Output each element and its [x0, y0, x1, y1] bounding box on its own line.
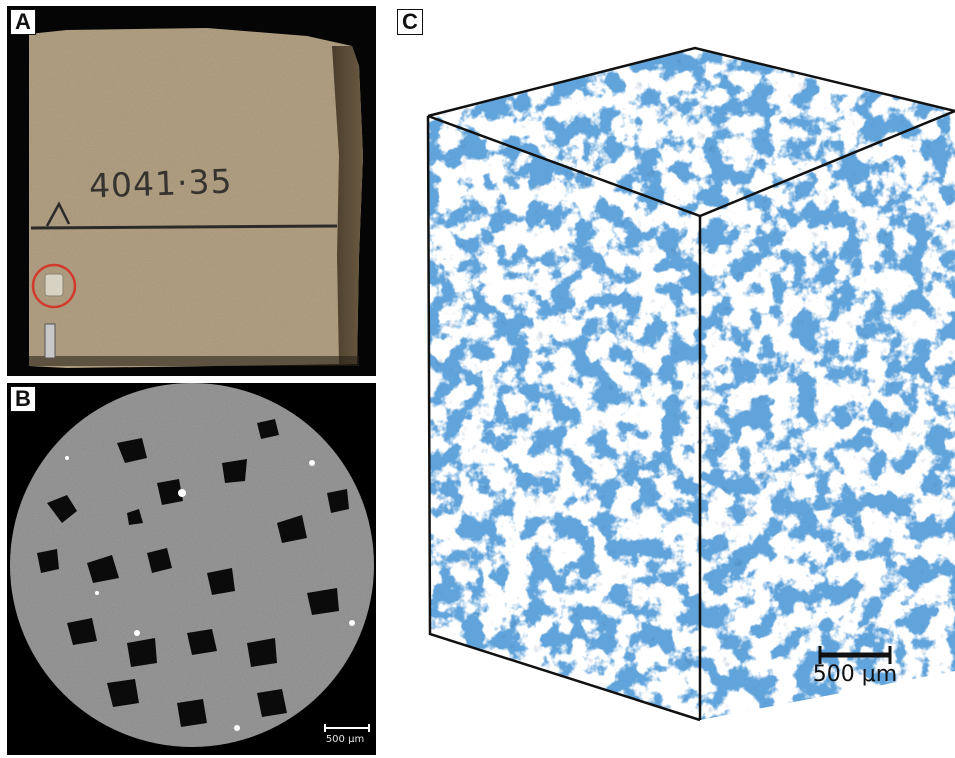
sample-location-circle	[31, 263, 77, 309]
scale-bar-b-label: 500 μm	[325, 734, 365, 745]
panel-a-rock-photo: 4041·35 A	[7, 6, 376, 376]
scale-bar-c-label: 500 μm	[812, 662, 898, 687]
panel-b-ct-slice: B	[7, 383, 376, 755]
panel-letter-b: B	[10, 386, 36, 412]
panel-letter-c: C	[397, 9, 423, 35]
sample-marking-text: 4041·35	[88, 161, 234, 206]
bounding-box-edges	[426, 46, 955, 722]
ct-slice-image	[10, 383, 374, 747]
rock-sample-image	[29, 28, 363, 368]
panel-c-pore-network-3d: C	[395, 6, 955, 758]
panel-letter-a: A	[10, 9, 36, 35]
pore-network-render	[426, 46, 955, 722]
